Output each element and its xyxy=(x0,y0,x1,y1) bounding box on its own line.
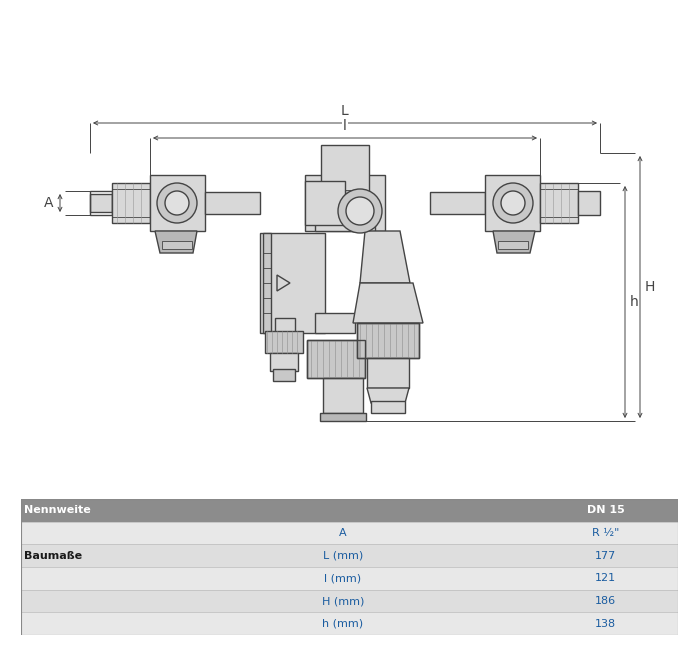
Text: L (mm): L (mm) xyxy=(322,551,363,561)
Bar xyxy=(21,567,678,590)
Bar xyxy=(578,191,600,215)
Text: l: l xyxy=(343,119,347,133)
Text: H: H xyxy=(645,280,655,294)
Bar xyxy=(320,413,366,421)
Bar xyxy=(205,192,260,214)
Circle shape xyxy=(493,183,533,223)
Bar xyxy=(323,378,363,413)
Circle shape xyxy=(346,197,374,225)
Bar xyxy=(305,175,385,231)
Circle shape xyxy=(501,191,525,215)
Bar xyxy=(21,590,678,612)
Polygon shape xyxy=(367,388,409,403)
Bar xyxy=(485,175,540,231)
Bar xyxy=(265,331,303,353)
Bar xyxy=(162,241,192,249)
Text: h (mm): h (mm) xyxy=(322,619,363,629)
Bar xyxy=(273,369,295,381)
Bar xyxy=(275,318,295,333)
Bar xyxy=(21,544,678,567)
Text: Nennweite: Nennweite xyxy=(24,505,91,515)
Circle shape xyxy=(165,191,189,215)
Text: 138: 138 xyxy=(595,619,617,629)
Bar xyxy=(321,145,369,193)
Bar xyxy=(498,241,528,249)
Text: A: A xyxy=(339,528,347,538)
Bar xyxy=(21,612,678,635)
Bar xyxy=(307,340,365,378)
Text: l (mm): l (mm) xyxy=(325,573,361,583)
Bar xyxy=(371,401,405,413)
Polygon shape xyxy=(155,231,197,253)
Text: H (mm): H (mm) xyxy=(322,596,364,606)
Polygon shape xyxy=(493,231,535,253)
Bar xyxy=(21,499,678,522)
Polygon shape xyxy=(360,231,410,283)
Circle shape xyxy=(157,183,197,223)
Text: h: h xyxy=(630,295,639,309)
Bar xyxy=(305,181,345,225)
Bar xyxy=(307,340,365,378)
Bar xyxy=(260,233,325,333)
Text: Baumaße: Baumaße xyxy=(24,551,82,561)
Text: 177: 177 xyxy=(595,551,617,561)
Bar xyxy=(430,192,485,214)
Bar xyxy=(367,358,409,388)
Text: 121: 121 xyxy=(595,573,617,583)
Polygon shape xyxy=(353,283,423,323)
Circle shape xyxy=(338,189,382,233)
Bar xyxy=(90,194,112,212)
Bar xyxy=(263,233,271,333)
Bar xyxy=(357,323,419,358)
Bar xyxy=(21,522,678,544)
Bar xyxy=(90,191,112,215)
Bar xyxy=(329,190,361,198)
Text: L: L xyxy=(341,104,349,118)
Text: A: A xyxy=(44,196,53,210)
Bar xyxy=(112,183,150,223)
Bar xyxy=(315,313,355,333)
Bar xyxy=(357,323,419,358)
Bar xyxy=(150,175,205,231)
Bar xyxy=(315,203,375,231)
Text: 186: 186 xyxy=(595,596,617,606)
Bar xyxy=(540,183,578,223)
Bar xyxy=(270,353,298,371)
Text: R ½": R ½" xyxy=(592,528,619,538)
Bar xyxy=(340,201,350,213)
Text: DN 15: DN 15 xyxy=(587,505,625,515)
Bar xyxy=(337,191,353,203)
